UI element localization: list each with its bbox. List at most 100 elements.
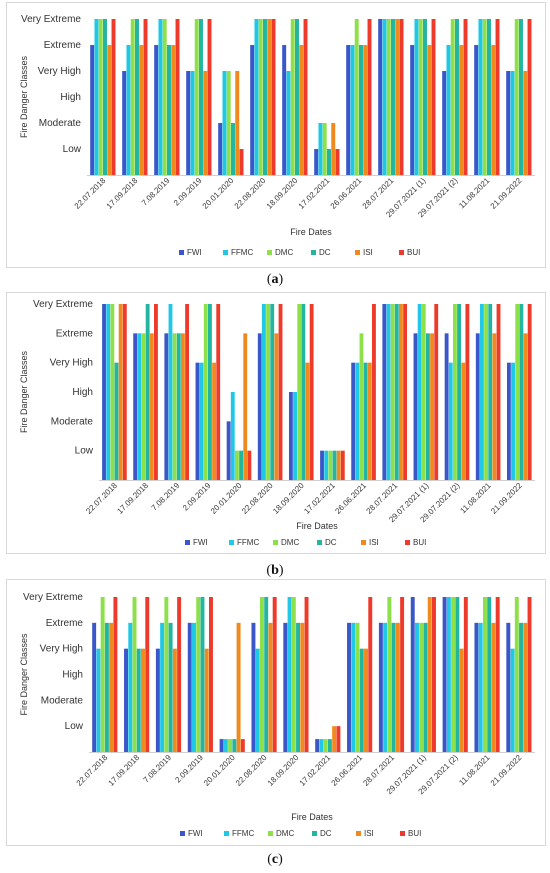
x-tick-label: 17.02.2021 [298,753,333,788]
bar-dmc [110,304,115,480]
caption-c-label: c [271,852,279,867]
legend-swatch-dc [317,540,322,545]
bar-dc [270,304,275,480]
x-tick-label: 7.08.2019 [140,176,172,208]
bar-dmc [323,739,328,752]
y-tick-label: Very High [40,644,83,655]
y-tick-label: Extreme [56,328,94,339]
bar-bui [336,726,341,752]
bar-ffmc [446,45,451,175]
bar-isi [300,622,305,752]
x-tick-label: 20.01.2020 [202,753,237,788]
bar-bui [403,304,408,480]
bar-isi [203,71,208,175]
bar-ffmc [254,19,259,175]
bar-dc [232,739,237,752]
bar-fwi [351,362,356,480]
bar-fwi [444,333,449,480]
bar-dc [114,362,119,480]
bar-dc [426,333,430,480]
x-axis-title: Fire Dates [296,521,338,531]
bar-dc [208,304,212,480]
bar-ffmc [446,597,451,752]
bar-fwi [320,450,324,480]
bar-ffmc [383,622,388,752]
chart-a-svg: Low Moderate High Very High Extreme Very Extr… [19,14,535,257]
bar-dmc [387,597,392,752]
bar-dc [487,597,492,752]
x-tick-label: 22.08.2020 [233,176,268,211]
bar-bui [122,304,127,480]
bar-bui [400,597,405,752]
bar-fwi [154,45,159,175]
x-tick-label: 18.09.2020 [271,481,306,516]
bar-fwi [226,421,231,480]
legend-swatch-fwi [185,540,190,545]
bar-bui [111,19,116,175]
bar-bui [177,597,182,752]
bar-dc [394,304,399,480]
bar-bui [527,19,532,175]
bar-ffmc [255,648,260,752]
bar-fwi [122,71,127,175]
legend-swatch-ffmc [223,250,228,255]
bar-dmc [258,19,263,175]
bar-isi [267,19,272,175]
bar-fwi [506,71,511,175]
bar-dmc [482,597,487,752]
bar-fwi [442,597,447,752]
bar-isi [459,648,464,752]
bar-bui [216,304,221,480]
bar-dc [264,597,269,752]
legend-swatch-dmc [267,250,272,255]
bar-isi [491,622,496,752]
bar-fwi [474,45,479,175]
bar-bui [527,597,532,752]
legend-swatch-isi [355,250,360,255]
bar-bui [207,19,212,175]
bar-dc [519,19,523,175]
bar-bui [527,304,532,480]
bar-ffmc [190,71,195,175]
bar-fwi [474,622,479,752]
bar-isi [367,362,372,480]
x-tick-label: 17.02.2021 [302,481,337,516]
y-tick-label: Very Extreme [33,299,93,310]
y-axis-title: Fire Danger Classes [19,350,29,433]
bar-ffmc [448,362,453,480]
bar-fwi [378,622,383,752]
y-tick-label: Extreme [44,40,82,51]
x-tick-label: 17.02.2021 [297,176,332,211]
bar-ffmc [286,71,291,175]
bar-ffmc [293,392,297,480]
bar-isi [331,123,336,175]
bar-dmc [390,304,395,480]
legend-label-dc: DC [320,829,332,838]
bar-fwi [410,45,415,175]
bar-ffmc [478,622,483,752]
bar-dmc [130,19,135,175]
bar-dc [145,304,150,480]
x-tick-label: 17.09.2018 [105,176,140,211]
bar-fwi [186,71,191,175]
x-tick-label: 21.09.2022 [489,481,524,516]
bar-fwi [315,739,320,752]
bar-isi [461,362,466,480]
bar-bui [463,597,468,752]
bar-ffmc [351,622,356,752]
bar-fwi [251,622,256,752]
bar-isi [491,45,496,175]
bar-dmc [259,597,264,752]
bar-dmc [290,19,295,175]
x-tick-label: 22.07.2018 [73,176,108,211]
legend-swatch-fwi [179,250,184,255]
bar-bui [309,304,314,480]
bar-isi [268,622,273,752]
bar-dc [103,19,107,175]
bar-isi [141,648,145,752]
y-tick-label: High [60,92,81,103]
legend-swatch-fwi [180,831,185,836]
bar-dmc [386,19,391,175]
y-tick-label: Very High [38,66,81,77]
bar-dc [359,648,364,752]
